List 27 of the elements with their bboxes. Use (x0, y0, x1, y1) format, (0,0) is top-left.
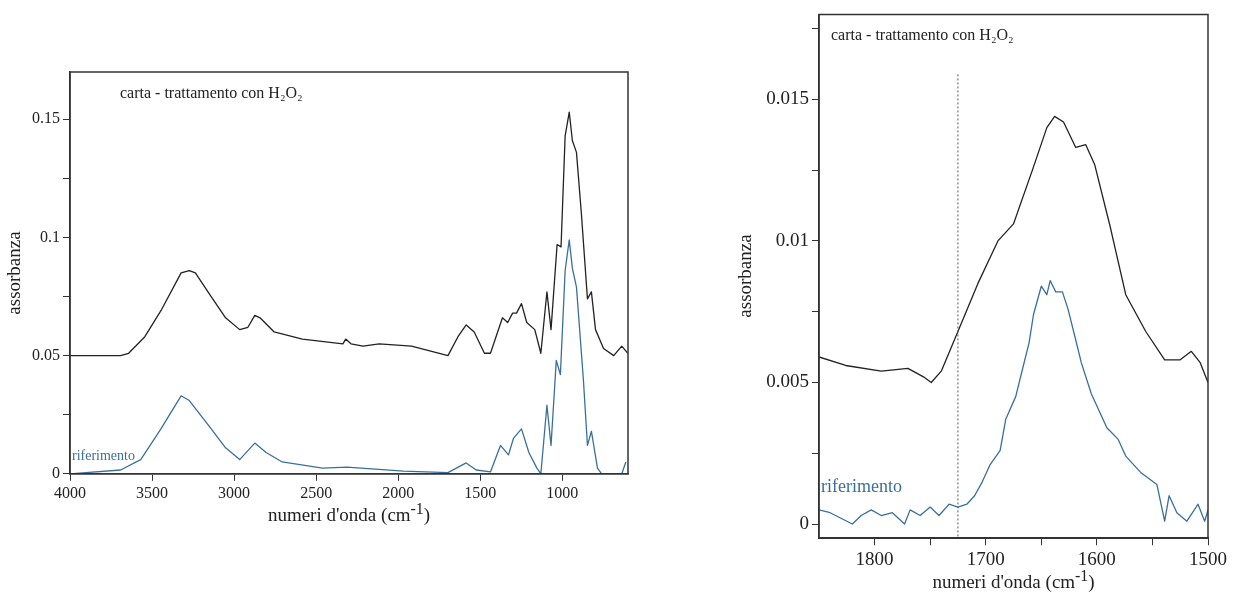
x-tick-label: 2000 (382, 483, 415, 501)
y-axis-title: assorbanza (733, 234, 756, 318)
y-tick-label: 0.15 (32, 109, 60, 127)
y-tick-label: 0 (799, 512, 809, 534)
x-tick-label: 1000 (546, 483, 579, 501)
x-tick-label: 1700 (966, 547, 1005, 569)
series-label: riferimento (821, 475, 902, 497)
y-tick-label: 0 (52, 464, 60, 481)
y-axis-title: assorbanza (2, 231, 25, 315)
annotation: carta - trattamento con H₂O₂ (831, 26, 1014, 45)
y-tick-label: 0.05 (32, 345, 60, 363)
y-tick-label: 0.015 (766, 87, 809, 109)
x-tick-label: 1800 (855, 547, 894, 569)
x-tick-label: 2500 (300, 483, 333, 501)
x-tick-label: 3500 (136, 483, 169, 501)
x-axis-title: numeri d'onda (cm$^{-1}$) (931, 567, 1096, 594)
annotation: carta - trattamento con H₂O₂ (120, 84, 303, 102)
y-tick-label: 0.005 (766, 370, 809, 392)
x-tick-label: 1600 (1077, 547, 1116, 569)
x-tick-label: 4000 (54, 483, 86, 501)
series-label: riferimento (72, 447, 135, 464)
x-tick-label: 3000 (218, 483, 251, 501)
x-tick-label: 1500 (464, 483, 497, 501)
y-tick-label: 0.01 (775, 228, 809, 250)
x-tick-label: 1500 (1189, 547, 1227, 569)
x-axis-title: numeri d'onda (cm$^{-1}$) (266, 499, 432, 527)
y-tick-label: 0.1 (40, 227, 60, 245)
